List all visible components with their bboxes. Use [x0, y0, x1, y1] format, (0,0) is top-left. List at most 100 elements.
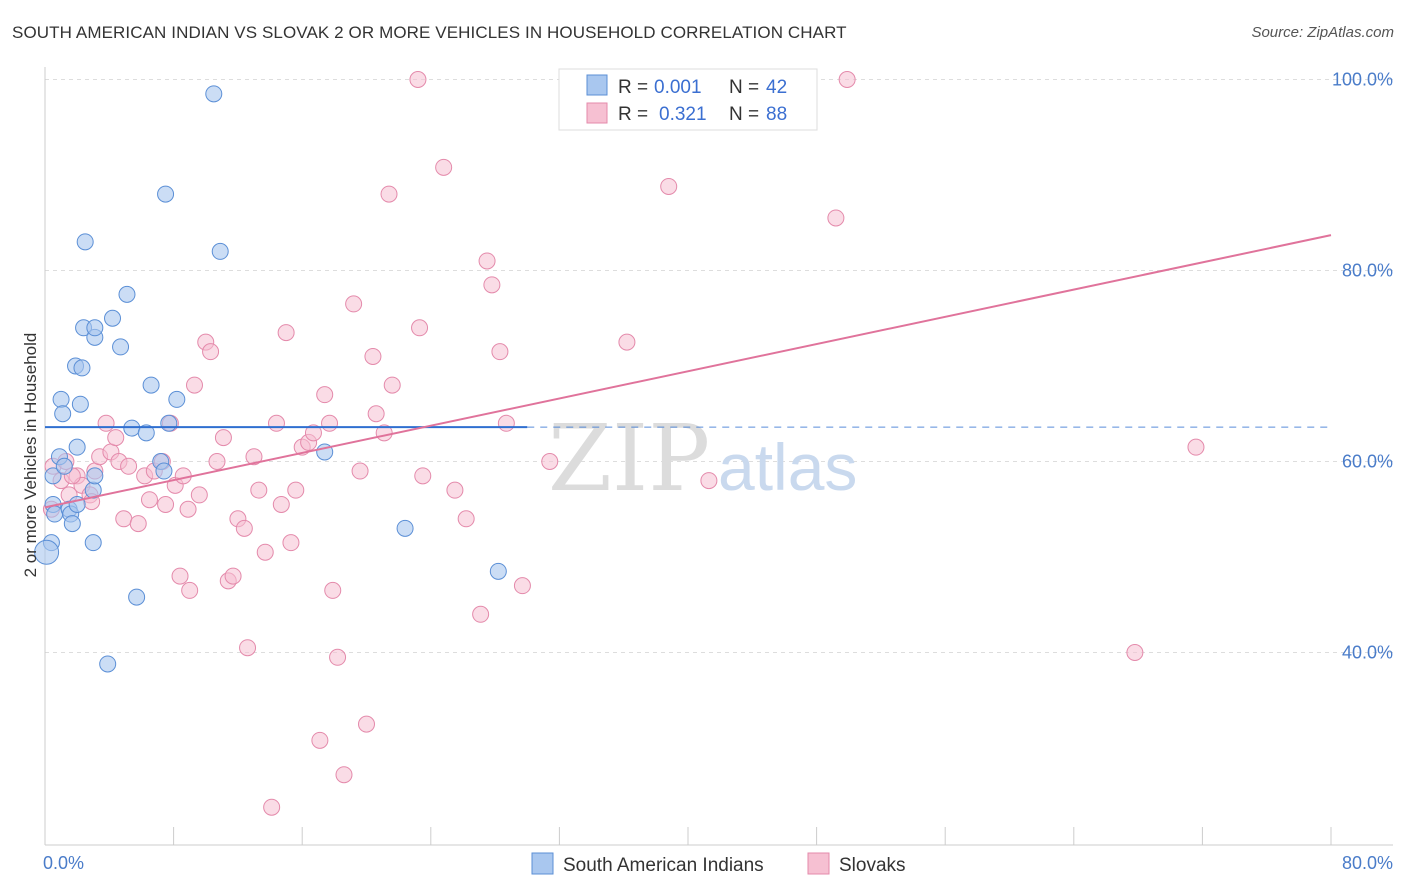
slovaks-point: [700, 472, 718, 490]
south-american-indians-point: [160, 414, 178, 432]
slovaks-point: [491, 343, 509, 361]
slovaks-point: [409, 71, 427, 88]
watermark-atlas: atlas: [718, 430, 857, 504]
slovaks-point: [140, 491, 158, 509]
legend-n-label: N =: [729, 104, 759, 125]
south-american-indians-point: [84, 534, 102, 552]
slovaks-point: [157, 495, 175, 513]
legend-swatch-blue: [586, 74, 608, 96]
slovaks-point: [304, 424, 322, 442]
slovaks-point: [263, 798, 281, 816]
y-axis-title: 2 or more Vehicles in Household: [21, 333, 40, 578]
south-american-indians-point: [104, 309, 122, 327]
trend-lines: [44, 234, 1332, 509]
slovaks-point: [618, 333, 636, 351]
south-american-indians-point: [112, 338, 130, 356]
slovaks-point: [235, 519, 253, 537]
bottom-legend-swatch-blue: [531, 852, 554, 875]
slovaks-point: [435, 158, 453, 176]
slovaks-point: [513, 577, 531, 595]
legend-swatch-pink: [586, 102, 608, 124]
legend-n-label: N =: [729, 77, 759, 98]
slovaks-point: [107, 429, 125, 447]
slovaks-point: [329, 648, 347, 666]
chart-title: SOUTH AMERICAN INDIAN VS SLOVAK 2 OR MOR…: [12, 23, 847, 42]
slovaks-point: [224, 567, 242, 585]
slovaks-point: [358, 715, 375, 733]
slovaks-trend-line: [44, 234, 1332, 509]
bottom-legend-label-slovaks: Slovaks: [839, 855, 906, 876]
slovaks-point: [414, 467, 432, 485]
south-american-indians-point: [137, 424, 155, 442]
y-tick-label: 80.0%: [1342, 261, 1393, 281]
south-american-indians-point: [155, 462, 173, 480]
south-american-indians-point: [142, 376, 160, 394]
slovaks-point: [115, 510, 133, 528]
slovaks-point: [472, 605, 490, 623]
south-american-indians-point: [71, 395, 89, 413]
south-american-indians-point: [205, 85, 223, 103]
slovaks-point: [181, 581, 199, 599]
legend: R = 0.001 N = 42 R = 0.321 N = 88: [558, 68, 818, 131]
axes: [44, 67, 1393, 846]
bottom-legend-swatch-pink: [807, 852, 830, 875]
slovaks-point: [321, 414, 339, 432]
slovaks-point: [838, 71, 856, 88]
slovaks-point: [324, 581, 342, 599]
slovaks-point: [1126, 644, 1144, 661]
south-american-indians-point: [52, 390, 70, 408]
slovaks-point: [660, 177, 678, 195]
slovaks-point: [497, 414, 515, 432]
legend-r-value: 0.001: [654, 77, 702, 98]
slovaks-point: [446, 481, 464, 499]
watermark: ZIP atlas: [548, 405, 857, 512]
slovaks-point: [383, 376, 401, 394]
slovaks-point: [174, 467, 192, 485]
y-tick-label: 100.0%: [1332, 70, 1393, 90]
south-american-indians-point: [86, 319, 104, 337]
slovaks-point: [287, 481, 305, 499]
slovaks-point: [120, 457, 138, 475]
slovaks-point: [827, 209, 845, 227]
legend-r-label: R =: [618, 104, 648, 125]
south-american-indians-point: [73, 359, 91, 377]
x-tick-labels: 0.0% 80.0%: [43, 853, 1393, 873]
slovaks-point: [457, 510, 475, 528]
south-american-indians-point: [76, 233, 94, 251]
x-tick-label: 0.0%: [43, 853, 84, 873]
slovaks-point: [239, 639, 257, 657]
south-american-indians-point: [54, 405, 72, 423]
slovaks-point: [316, 386, 334, 404]
slovaks-point: [267, 414, 285, 432]
slovaks-point: [97, 414, 115, 432]
slovaks-point: [345, 295, 363, 313]
slovaks-point: [380, 185, 398, 203]
south-american-indians-point: [46, 505, 64, 523]
slovaks-point: [129, 515, 147, 533]
slovaks-point: [185, 376, 203, 394]
slovaks-point: [179, 500, 197, 518]
slovaks-point: [250, 481, 268, 499]
slovaks-point: [364, 347, 382, 365]
chart-source: Source: ZipAtlas.com: [1251, 24, 1394, 41]
slovaks-point: [245, 448, 263, 466]
slovaks-point: [202, 343, 220, 361]
y-tick-label: 60.0%: [1342, 452, 1393, 472]
south-american-indians-point: [63, 515, 81, 533]
x-tick-label: 80.0%: [1342, 853, 1393, 873]
bottom-legend-label-south-american-indians: South American Indians: [563, 855, 764, 876]
south-american-indians-point: [396, 519, 414, 537]
south-american-indians-point: [44, 467, 62, 485]
slovaks-point: [1187, 438, 1205, 456]
slovaks-point: [483, 276, 501, 294]
watermark-zip: ZIP: [548, 405, 710, 512]
legend-n-value: 88: [766, 104, 787, 125]
slovaks-point: [272, 495, 290, 513]
south-american-indians-point: [211, 242, 229, 260]
slovaks-point: [335, 766, 353, 784]
slovaks-point: [171, 567, 189, 585]
south-american-indians-point: [86, 467, 104, 485]
slovaks-point: [411, 319, 429, 337]
slovaks-point: [190, 486, 208, 504]
